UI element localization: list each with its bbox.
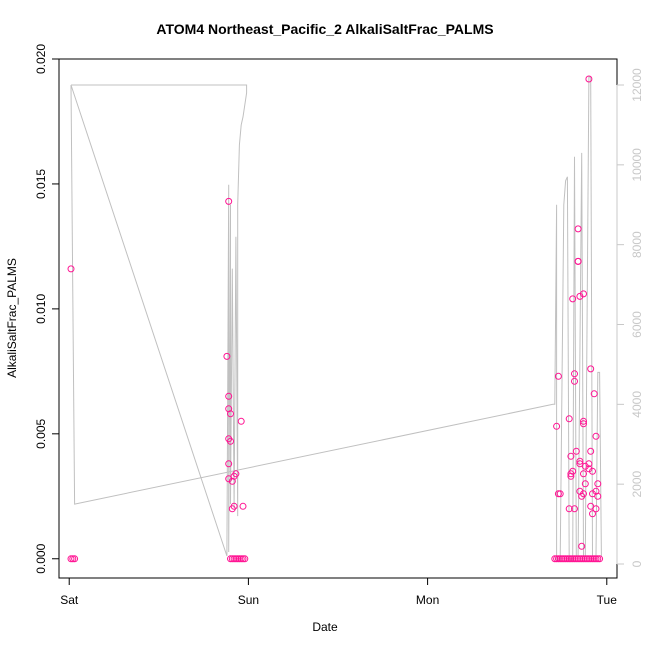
data-point (554, 372, 562, 380)
data-point (576, 457, 584, 465)
data-point (594, 492, 602, 500)
data-point (569, 295, 577, 303)
data-point (71, 555, 79, 563)
y-tick-label: 0.020 (34, 44, 48, 74)
data-point (556, 490, 564, 498)
data-point (587, 447, 595, 455)
y-tick-label: 0.015 (34, 169, 48, 199)
data-point (553, 422, 561, 430)
data-point (227, 410, 234, 418)
data-point (580, 417, 587, 425)
data-point (565, 415, 573, 423)
data-point (67, 265, 75, 273)
data-point (589, 510, 596, 518)
data-point (237, 417, 245, 425)
data-point (225, 392, 233, 400)
data-point (596, 555, 604, 563)
data-point (585, 75, 593, 83)
data-point (572, 447, 580, 455)
data-point (571, 505, 578, 513)
data-point (223, 352, 231, 360)
data-point (594, 480, 602, 488)
data-point (592, 432, 600, 440)
data-point (241, 555, 249, 563)
y-tick-label: 0.005 (34, 418, 48, 448)
data-point (581, 480, 589, 488)
data-point (571, 377, 578, 385)
data-point (225, 460, 233, 468)
data-point (232, 470, 240, 478)
y2-tick-label: 10000 (630, 148, 644, 182)
plot-frame (58, 58, 618, 579)
x-tick-label: Tue (597, 593, 618, 607)
chart-title: ATOM4 Northeast_Pacific_2 AlkaliSaltFrac… (156, 21, 494, 37)
data-point (580, 290, 587, 298)
data-point (587, 365, 595, 373)
data-point (571, 370, 578, 378)
data-point (580, 420, 587, 428)
y-axis-label: AlkaliSaltFrac_PALMS (5, 258, 19, 378)
y-tick-label: 0.000 (34, 543, 48, 573)
data-point (589, 467, 596, 475)
data-point (585, 460, 593, 468)
data-point (567, 470, 575, 478)
data-point (574, 225, 582, 233)
data-point (578, 542, 586, 550)
x-tick-label: Sat (60, 593, 79, 607)
y2-tick-label: 4000 (630, 391, 644, 418)
y2-tick-label: 2000 (630, 470, 644, 497)
data-point (567, 452, 575, 460)
data-point (230, 502, 238, 510)
x-tick-label: Sun (238, 593, 259, 607)
data-point (67, 555, 75, 563)
y2-tick-label: 6000 (630, 311, 644, 338)
data-point (590, 390, 598, 398)
y2-tick-label: 0 (630, 560, 644, 567)
data-point (228, 477, 236, 485)
secondary-series-line (70, 76, 602, 561)
data-point (580, 490, 587, 498)
data-point (565, 505, 573, 513)
data-point (227, 437, 234, 445)
data-point (580, 470, 587, 478)
y2-tick-label: 8000 (630, 231, 644, 258)
data-point (239, 502, 247, 510)
data-point (574, 257, 582, 265)
data-point (592, 505, 600, 513)
x-tick-label: Mon (416, 593, 439, 607)
x-axis-label: Date (312, 620, 338, 634)
y-tick-label: 0.010 (34, 294, 48, 324)
y2-tick-label: 12000 (630, 68, 644, 102)
data-point (225, 197, 233, 205)
